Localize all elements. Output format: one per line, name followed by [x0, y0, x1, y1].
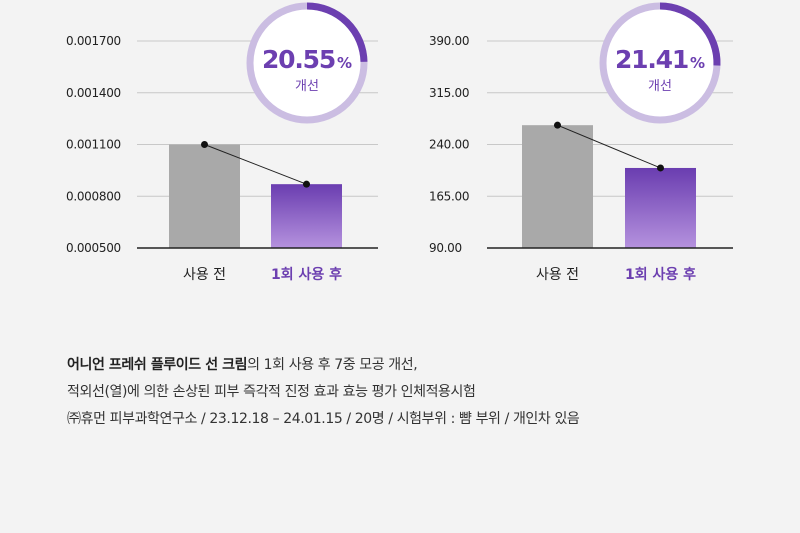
left-ytick-label-2: 0.001100 [66, 138, 121, 152]
left-bar-before [169, 144, 240, 248]
left-trend-line [204, 144, 307, 185]
right-bar-after [625, 167, 696, 248]
right-badge-value: 21.41% [615, 45, 705, 74]
right-badge-ring-progress [659, 2, 721, 66]
footnote-line-2: 적외선(열)에 의한 손상된 피부 즉각적 진정 효과 효능 평가 인체적용시험 [67, 384, 476, 400]
left-ytick-label-1: 0.001400 [66, 86, 121, 100]
right-ytick-label-0: 390.00 [429, 34, 469, 48]
right-ytick-label-3: 165.00 [429, 189, 469, 203]
left-trend-point-0 [201, 141, 208, 148]
left-ytick-label-4: 0.000500 [66, 241, 121, 255]
product-name: 어니언 프레쉬 플루이드 선 크림 [67, 357, 248, 373]
chart-left: 0.001700 0.001400 0.001100 0.000800 0.000500… [0, 0, 400, 300]
footnote-line-1-rest: 의 1회 사용 후 7중 모공 개선, [247, 357, 418, 373]
left-xlabel-before: 사용 전 [183, 267, 226, 283]
right-badge-label: 개선 [648, 79, 672, 94]
left-badge-ring-progress [306, 2, 368, 62]
left-xlabel-after: 1회 사용 후 [271, 267, 342, 283]
chart-right: 390.00 315.00 240.00 165.00 90.00 사용 전 1회 사용 후… [400, 0, 800, 300]
chart-left-svg: 0.001700 0.001400 0.001100 0.000800 0.000500… [66, 2, 378, 283]
left-ytick-label-3: 0.000800 [66, 189, 121, 203]
right-badge-unit: % [690, 54, 705, 72]
right-bar-before [522, 125, 593, 248]
right-badge-number: 21.41 [615, 45, 688, 74]
left-bar-after [271, 184, 342, 248]
left-ytick-label-0: 0.001700 [66, 34, 121, 48]
left-badge-value: 20.55% [262, 45, 352, 74]
footnote: 어니언 프레쉬 플루이드 선 크림의 1회 사용 후 7중 모공 개선, 적외선… [67, 352, 580, 433]
left-trend-point-1 [303, 180, 310, 188]
right-xlabel-after: 1회 사용 후 [625, 267, 696, 283]
right-trend-line [557, 124, 661, 169]
right-ytick-label-4: 90.00 [429, 241, 462, 255]
chart-right-svg: 390.00 315.00 240.00 165.00 90.00 사용 전 1회 사용 후… [429, 2, 733, 283]
left-badge-number: 20.55 [262, 45, 335, 74]
right-ytick-label-1: 315.00 [429, 86, 469, 100]
right-ytick-label-2: 240.00 [429, 138, 469, 152]
right-xlabel-before: 사용 전 [536, 267, 579, 283]
left-badge-unit: % [337, 54, 352, 72]
left-badge-label: 개선 [295, 79, 319, 94]
footnote-line-1: 어니언 프레쉬 플루이드 선 크림의 1회 사용 후 7중 모공 개선, [67, 352, 579, 379]
footnote-line-3: ㈜휴먼 피부과학연구소 / 23.12.18 – 24.01.15 / 20명 … [67, 411, 580, 427]
right-trend-point-1 [657, 164, 664, 172]
right-trend-point-0 [554, 121, 561, 129]
